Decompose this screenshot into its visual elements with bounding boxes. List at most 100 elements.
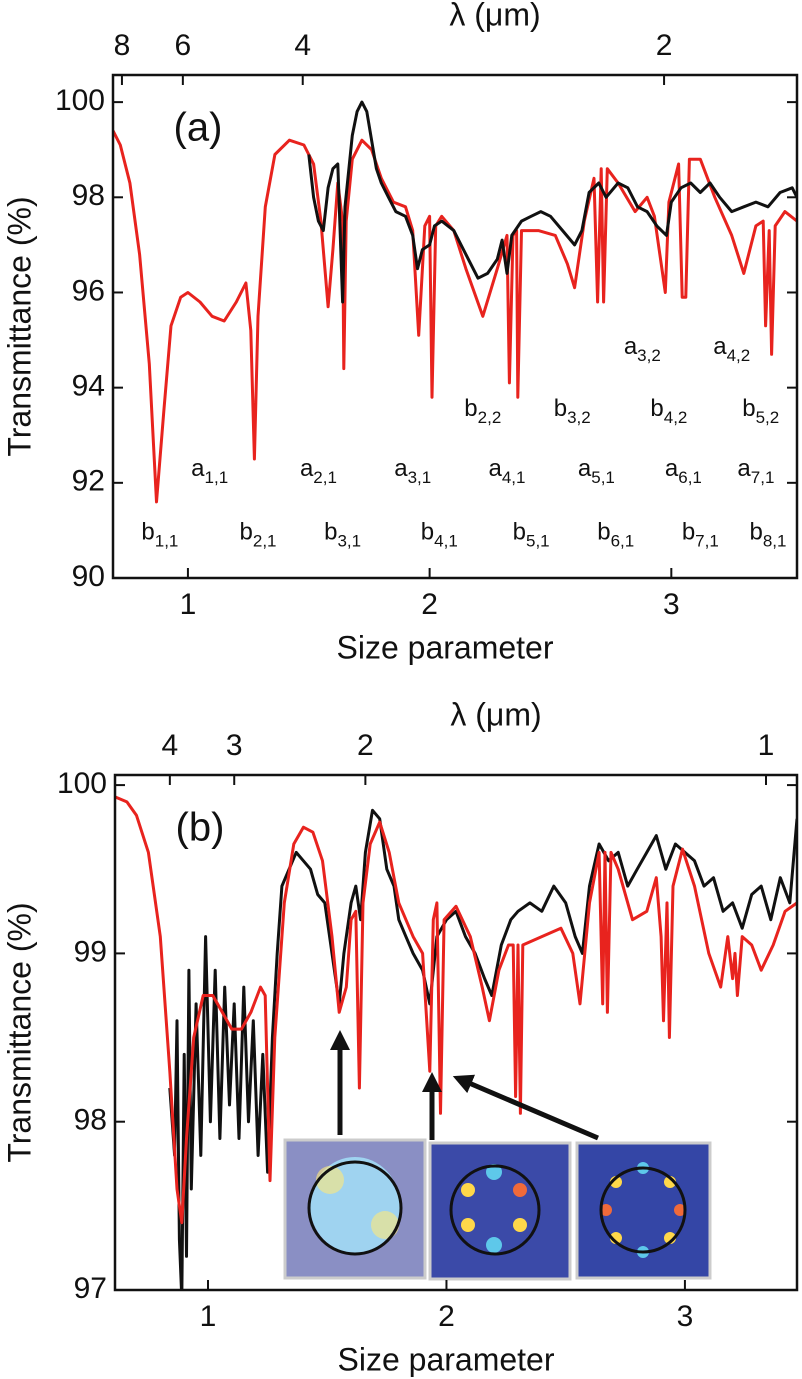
mode-index: 6,1 [678,468,702,487]
mode-label: b8,1 [749,519,786,551]
x2-tick-label: 2 [656,29,673,62]
mode-index: 4,2 [727,347,751,366]
y-tick-label: 98 [74,1104,107,1137]
mode-label: b5,1 [513,519,550,551]
x-tick-label: 2 [421,588,438,621]
mode-letter: a [737,455,751,482]
plot-frame [113,773,799,1292]
x-axis-title: Size parameter [338,1341,555,1377]
x-tick-label: 3 [663,588,680,621]
plot-area [113,100,797,504]
mode-label: b6,1 [597,519,634,551]
x-tick-label: 2 [438,1300,455,1333]
mode-label: b4,2 [650,395,687,427]
mode-letter: b [421,519,434,546]
x-axis-title: Size parameter [337,629,554,665]
mode-label: a4,1 [488,455,525,487]
mode-label: b5,2 [742,395,779,427]
mode-index: 5,2 [756,409,780,428]
mode-letter: b [650,395,663,422]
mode-index: 7,1 [695,532,719,551]
x2-tick-label: 1 [758,729,775,762]
x-tick-label: 3 [677,1300,694,1333]
y-tick-label: 92 [72,465,105,498]
x2-tick-label: 4 [162,729,179,762]
y-tick-label: 100 [55,84,105,117]
mode-letter: a [665,455,679,482]
inset-spot [486,1237,502,1253]
mode-label: a5,1 [578,455,615,487]
mode-index: 7,1 [751,468,775,487]
mode-index: 1,1 [155,532,179,551]
mode-index: 4,1 [502,468,526,487]
inset-spot [600,1204,612,1216]
y-tick-label: 98 [72,179,105,212]
x-tick-label: 1 [200,1300,217,1333]
y-tick-label: 99 [74,935,107,968]
mode-label: a4,2 [713,333,750,365]
mode-letter: b [240,519,253,546]
x2-tick-label: 2 [357,729,374,762]
mode-label: a2,1 [300,455,337,487]
mode-letter: b [464,395,477,422]
inset-circle [599,1166,687,1254]
mode-index: 1,1 [205,468,229,487]
mode-index: 2,1 [253,532,277,551]
mode-label: b2,2 [464,395,501,427]
mode-index: 4,1 [434,532,458,551]
mode-index: 3,1 [337,532,361,551]
x2-axis-title: λ (μm) [449,0,540,32]
y-axis-title: Transmittance (%) [1,902,37,1162]
data-line [113,130,797,504]
mode-letter: a [624,333,638,360]
mode-index: 5,1 [591,468,615,487]
y-tick-label: 100 [57,767,107,800]
mode-letter: b [682,519,695,546]
mode-index: 3,2 [637,347,661,366]
mode-label: b7,1 [682,519,719,551]
x2-axis-title: λ (μm) [450,696,541,732]
mode-letter: a [488,455,502,482]
insets [283,1030,712,1281]
x2-tick-label: 4 [294,29,311,62]
mode-index: 5,1 [526,532,550,551]
mode-index: 6,1 [611,532,635,551]
mode-index: 3,2 [567,409,591,428]
inset-spot [371,1211,399,1239]
y-tick-label: 96 [72,274,105,307]
data-line [168,808,797,1290]
data-line [307,100,797,304]
inset-spot [461,1218,475,1232]
mode-index: 4,2 [664,409,688,428]
y-tick-label: 97 [74,1272,107,1305]
mode-index: 8,1 [763,532,787,551]
plot-area [115,795,797,1290]
inset-spot [513,1218,527,1232]
mode-letter: a [394,455,408,482]
mode-letter: a [300,455,314,482]
inset-spot [674,1204,686,1216]
mode-label: b2,1 [240,519,277,551]
mode-letter: a [578,455,592,482]
mode-letter: b [513,519,526,546]
x2-tick-label: 8 [114,29,131,62]
mode-letter: a [191,455,205,482]
mode-letter: a [713,333,727,360]
inset-circle [449,1164,541,1256]
y-tick-label: 90 [72,560,105,593]
mode-index: 2,1 [313,468,337,487]
mode-index: 3,1 [408,468,432,487]
inset-spot [461,1183,475,1197]
plot-frame [111,73,799,580]
panel-label: (a) [174,106,223,150]
mode-letter: b [324,519,337,546]
mode-label: a6,1 [665,455,702,487]
mode-label: b4,1 [421,519,458,551]
data-line [115,795,797,1225]
mode-label: b3,2 [554,395,591,427]
y-tick-label: 94 [72,370,105,403]
mode-letter: b [742,395,755,422]
inset-spot [486,1164,502,1180]
panel-label: (b) [176,806,225,850]
mode-letter: b [554,395,567,422]
